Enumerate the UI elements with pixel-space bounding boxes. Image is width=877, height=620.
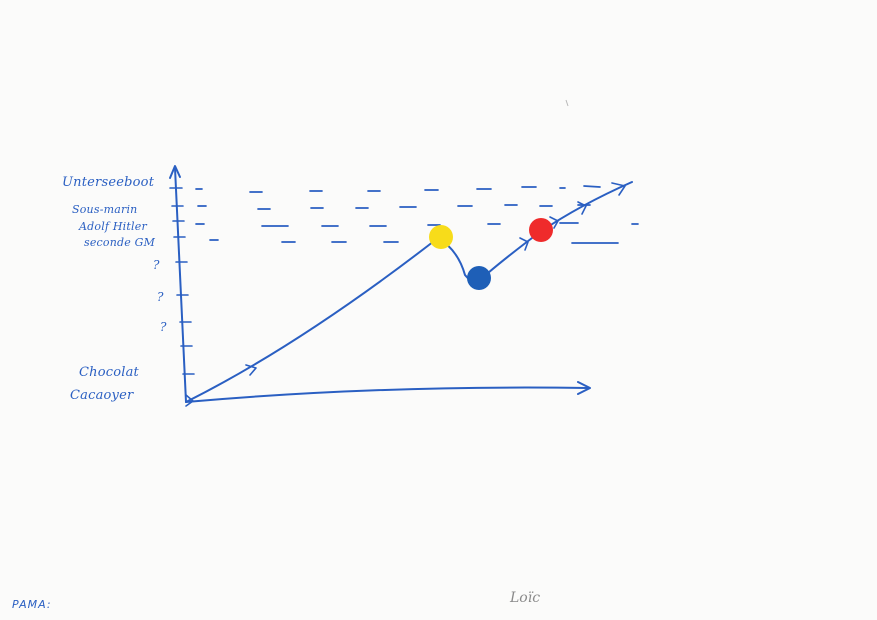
x-axis bbox=[185, 386, 589, 403]
y-axis-arrowhead bbox=[169, 165, 181, 179]
blue-dot bbox=[467, 266, 491, 290]
y-label-chocolat: Chocolat bbox=[79, 365, 139, 380]
y-label-adolf: Adolf Hitler bbox=[79, 220, 147, 233]
y-label-question-2: ? bbox=[157, 290, 164, 304]
y-label-unterseeboot: Unterseeboot bbox=[62, 175, 155, 190]
trajectory-line bbox=[185, 181, 633, 403]
red-dot bbox=[529, 218, 553, 242]
y-label-sous-marin: Sous-marin bbox=[72, 203, 138, 216]
trajectory-arrowheads bbox=[185, 182, 626, 407]
y-label-question-3: ? bbox=[160, 320, 167, 334]
footer-left-label: PAMA: bbox=[12, 598, 52, 611]
y-label-question-1: ? bbox=[153, 258, 160, 272]
yellow-dot bbox=[429, 225, 453, 249]
dashed-level-lines bbox=[195, 185, 639, 244]
y-axis bbox=[174, 167, 187, 403]
footer-author: Loïc bbox=[510, 590, 541, 606]
y-label-cacaoyer: Cacaoyer bbox=[70, 388, 134, 403]
pencil-mark bbox=[565, 99, 569, 107]
y-label-seconde-gm: seconde GM bbox=[84, 236, 156, 249]
y-axis-ticks bbox=[169, 187, 195, 375]
x-axis-arrowhead bbox=[577, 381, 591, 395]
